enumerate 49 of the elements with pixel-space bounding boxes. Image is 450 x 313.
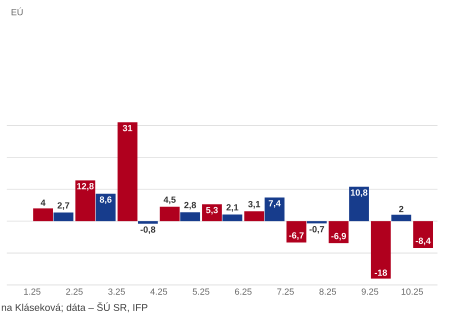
data-label: 5,3 bbox=[206, 206, 218, 214]
x-tick-label: 8.25 bbox=[319, 288, 336, 295]
chart-subtitle: EÚ bbox=[12, 7, 23, 16]
x-tick-label: 2.25 bbox=[66, 288, 83, 295]
bar bbox=[118, 122, 138, 222]
bar bbox=[222, 214, 242, 222]
bar bbox=[391, 214, 412, 222]
bar bbox=[75, 180, 96, 222]
bar bbox=[180, 212, 200, 222]
data-label: -6,9 bbox=[331, 232, 346, 240]
data-label: 2,7 bbox=[58, 202, 70, 210]
bar bbox=[54, 212, 74, 222]
bar bbox=[286, 221, 306, 242]
x-tick-label: 5.25 bbox=[192, 288, 210, 295]
x-tick-label: 1.25 bbox=[24, 288, 40, 295]
bar bbox=[160, 206, 180, 222]
data-label: 31 bbox=[122, 124, 132, 132]
data-label: -0,7 bbox=[309, 226, 324, 234]
x-tick-label: 4.25 bbox=[150, 288, 168, 295]
data-label: 4 bbox=[40, 199, 46, 206]
bar bbox=[264, 197, 284, 222]
bar bbox=[349, 186, 369, 222]
data-label: 12,8 bbox=[77, 182, 94, 191]
x-tick-label: 6.25 bbox=[235, 288, 252, 295]
data-label: -18 bbox=[374, 269, 388, 276]
x-tick-label: 10.25 bbox=[402, 288, 423, 295]
data-label: -6,7 bbox=[289, 232, 304, 240]
data-label: 8,6 bbox=[100, 196, 112, 204]
bar bbox=[244, 211, 264, 222]
data-label: 3,1 bbox=[248, 200, 260, 208]
data-label: -8,4 bbox=[416, 238, 431, 246]
data-label: 7,4 bbox=[268, 200, 281, 208]
text: na Kláseková; dáta – ŠÚ SR, IFP bbox=[2, 302, 148, 312]
bar bbox=[370, 221, 391, 278]
x-tick-label: 3.25 bbox=[108, 288, 125, 295]
bar bbox=[202, 204, 222, 222]
data-label: 2,1 bbox=[226, 204, 238, 212]
data-label: 2,8 bbox=[184, 202, 196, 210]
bar bbox=[138, 221, 158, 224]
data-label: 4,5 bbox=[164, 196, 176, 204]
data-label: 10,8 bbox=[350, 189, 368, 197]
data-label: -0,8 bbox=[140, 226, 156, 234]
bar bbox=[413, 221, 434, 248]
bar bbox=[328, 221, 349, 244]
x-tick-label: 7.25 bbox=[277, 288, 294, 295]
bar bbox=[33, 208, 53, 222]
x-tick-label: 9.25 bbox=[362, 288, 378, 295]
data-label: 2 bbox=[399, 206, 404, 212]
bar bbox=[96, 194, 116, 222]
